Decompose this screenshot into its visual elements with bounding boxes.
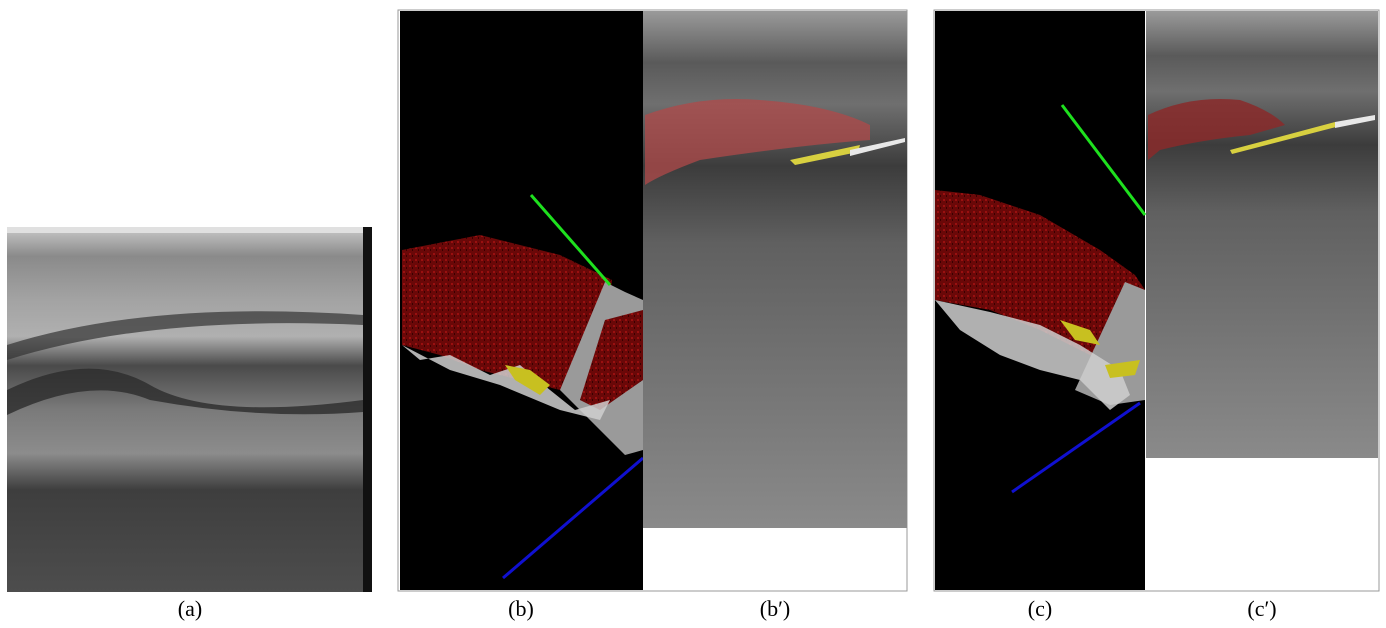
figure: (a) (b) (b′) (c) (c′) [0,0,1386,628]
panel-label: (c′) [1247,596,1276,621]
panel-b-image [398,10,907,591]
panel-label: (c) [1028,596,1052,621]
page: (a) (b) (b′) (c) (c′) (() => { const dat… [0,0,1386,628]
panel-label: (b) [508,596,534,621]
panel-label: (a) [178,596,202,621]
panel-label: (b′) [760,596,790,621]
panel-a-image [7,227,372,592]
panel-c-image [934,10,1379,591]
